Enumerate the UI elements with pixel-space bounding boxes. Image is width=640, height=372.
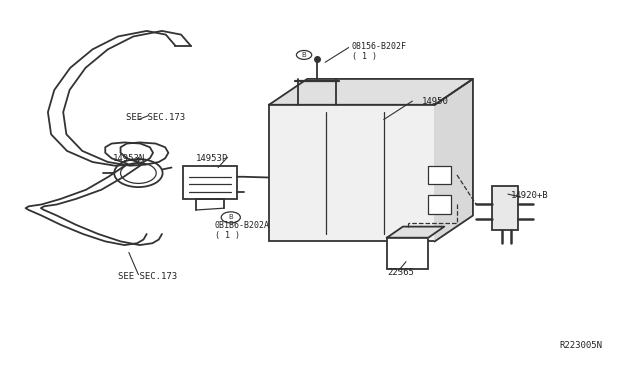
Text: 22365: 22365: [387, 268, 414, 277]
Polygon shape: [387, 227, 444, 238]
Text: R223005N: R223005N: [559, 341, 602, 350]
Text: 08156-B202F
( 1 ): 08156-B202F ( 1 ): [352, 42, 407, 61]
Polygon shape: [435, 79, 473, 241]
Text: 14953N: 14953N: [113, 154, 145, 163]
FancyBboxPatch shape: [428, 166, 451, 184]
Text: 14950: 14950: [422, 97, 449, 106]
Text: 14920+B: 14920+B: [511, 191, 548, 200]
FancyBboxPatch shape: [492, 186, 518, 230]
FancyBboxPatch shape: [183, 166, 237, 199]
Text: SEE SEC.173: SEE SEC.173: [125, 113, 185, 122]
Text: SEE SEC.173: SEE SEC.173: [118, 272, 177, 281]
Text: 14953P: 14953P: [196, 154, 228, 163]
Polygon shape: [269, 79, 473, 105]
Text: B: B: [301, 52, 307, 58]
Text: B: B: [228, 214, 233, 220]
FancyBboxPatch shape: [269, 105, 435, 241]
Text: 0B1B6-B202A
( 1 ): 0B1B6-B202A ( 1 ): [215, 221, 270, 240]
FancyBboxPatch shape: [428, 195, 451, 214]
FancyBboxPatch shape: [387, 238, 428, 269]
